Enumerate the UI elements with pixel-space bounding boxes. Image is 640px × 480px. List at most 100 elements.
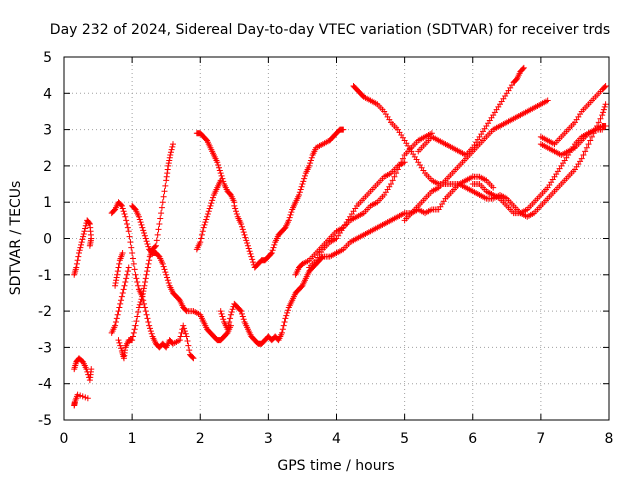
x-axis-label: GPS time / hours xyxy=(277,458,394,474)
data-point-marker xyxy=(164,277,171,284)
data-point-marker xyxy=(124,271,131,278)
data-point-marker xyxy=(249,256,256,263)
data-point-marker xyxy=(250,259,257,266)
data-point-marker xyxy=(135,304,142,311)
series-track-p xyxy=(401,97,551,224)
x-tick-label: 0 xyxy=(60,431,69,447)
data-point-marker xyxy=(119,205,126,212)
data-point-marker xyxy=(240,316,247,323)
data-point-marker xyxy=(268,250,275,257)
data-point-marker xyxy=(602,122,609,129)
data-point-marker xyxy=(241,231,248,238)
data-point-marker xyxy=(585,141,592,148)
series-track-c xyxy=(71,217,95,278)
y-tick-label: -3 xyxy=(38,340,52,356)
data-point-marker xyxy=(601,103,608,110)
data-point-marker xyxy=(82,222,89,229)
data-point-marker xyxy=(168,146,175,153)
data-point-marker xyxy=(136,301,143,308)
data-point-marker xyxy=(601,83,608,90)
data-point-marker xyxy=(225,322,232,329)
data-point-marker xyxy=(224,326,231,333)
x-tick-label: 1 xyxy=(128,431,137,447)
chart-title: Day 232 of 2024, Sidereal Day-to-day VTE… xyxy=(50,22,610,38)
data-point-marker xyxy=(112,282,119,289)
x-tick-label: 4 xyxy=(332,431,341,447)
data-point-marker xyxy=(117,300,124,307)
data-point-marker xyxy=(86,220,93,227)
data-point-marker xyxy=(124,268,131,275)
data-point-marker xyxy=(307,160,314,167)
data-point-marker xyxy=(220,178,227,185)
data-point-marker xyxy=(600,109,607,116)
data-point-marker xyxy=(141,282,148,289)
data-point-marker xyxy=(147,328,154,335)
data-point-marker xyxy=(214,159,221,166)
data-point-marker xyxy=(124,220,131,227)
data-point-marker xyxy=(144,264,151,271)
data-point-marker xyxy=(176,337,183,344)
data-point-marker xyxy=(135,309,142,316)
data-point-marker xyxy=(80,233,87,240)
data-point-marker xyxy=(202,219,209,226)
data-point-marker xyxy=(181,328,188,335)
data-point-marker xyxy=(182,330,189,337)
y-axis-label: SDTVAR / TECUs xyxy=(8,181,24,296)
data-point-marker xyxy=(113,277,120,284)
data-point-marker xyxy=(141,232,148,239)
series-track-l xyxy=(217,173,497,347)
data-point-marker xyxy=(595,119,602,126)
data-point-marker xyxy=(163,271,170,278)
data-point-marker xyxy=(216,167,223,174)
data-point-marker xyxy=(389,177,396,184)
data-point-marker xyxy=(157,215,164,222)
data-point-marker xyxy=(244,240,251,247)
series-track-t xyxy=(537,126,606,159)
data-point-marker xyxy=(244,242,251,249)
data-point-marker xyxy=(113,274,120,281)
data-point-marker xyxy=(178,329,185,336)
data-point-marker xyxy=(112,279,119,286)
data-point-marker xyxy=(284,307,291,314)
data-point-marker xyxy=(116,304,123,311)
data-point-marker xyxy=(123,275,130,282)
x-tick-label: 6 xyxy=(468,431,477,447)
data-point-marker xyxy=(287,211,294,218)
data-point-marker xyxy=(306,162,313,169)
data-point-marker xyxy=(167,152,174,159)
data-point-marker xyxy=(113,315,120,322)
data-point-marker xyxy=(228,309,235,316)
data-point-marker xyxy=(128,244,135,251)
data-point-marker xyxy=(166,154,173,161)
data-point-marker xyxy=(115,337,122,344)
data-point-marker xyxy=(544,97,551,104)
data-point-marker xyxy=(271,241,278,248)
data-point-marker xyxy=(180,322,187,329)
data-point-marker xyxy=(142,235,149,242)
data-point-marker xyxy=(140,227,147,234)
data-point-marker xyxy=(125,228,132,235)
data-point-marker xyxy=(185,342,192,349)
series-track-i xyxy=(193,130,238,206)
data-point-marker xyxy=(86,242,93,249)
data-point-marker xyxy=(155,226,162,233)
data-point-marker xyxy=(133,275,140,282)
data-point-marker xyxy=(298,183,305,190)
plot-frame xyxy=(63,56,610,421)
data-point-marker xyxy=(165,162,172,169)
series-track-d xyxy=(108,264,132,336)
data-point-marker xyxy=(154,231,161,238)
data-point-marker xyxy=(153,237,160,244)
data-point-marker xyxy=(340,126,347,133)
series-track-h xyxy=(129,202,234,344)
data-point-marker xyxy=(207,202,214,209)
data-point-marker xyxy=(156,220,163,227)
data-point-marker xyxy=(125,264,132,271)
data-point-marker xyxy=(237,307,244,314)
data-point-marker xyxy=(297,186,304,193)
data-point-marker xyxy=(134,279,141,286)
data-point-marker xyxy=(218,310,225,317)
data-point-marker xyxy=(75,250,82,257)
data-point-marker xyxy=(181,325,188,332)
